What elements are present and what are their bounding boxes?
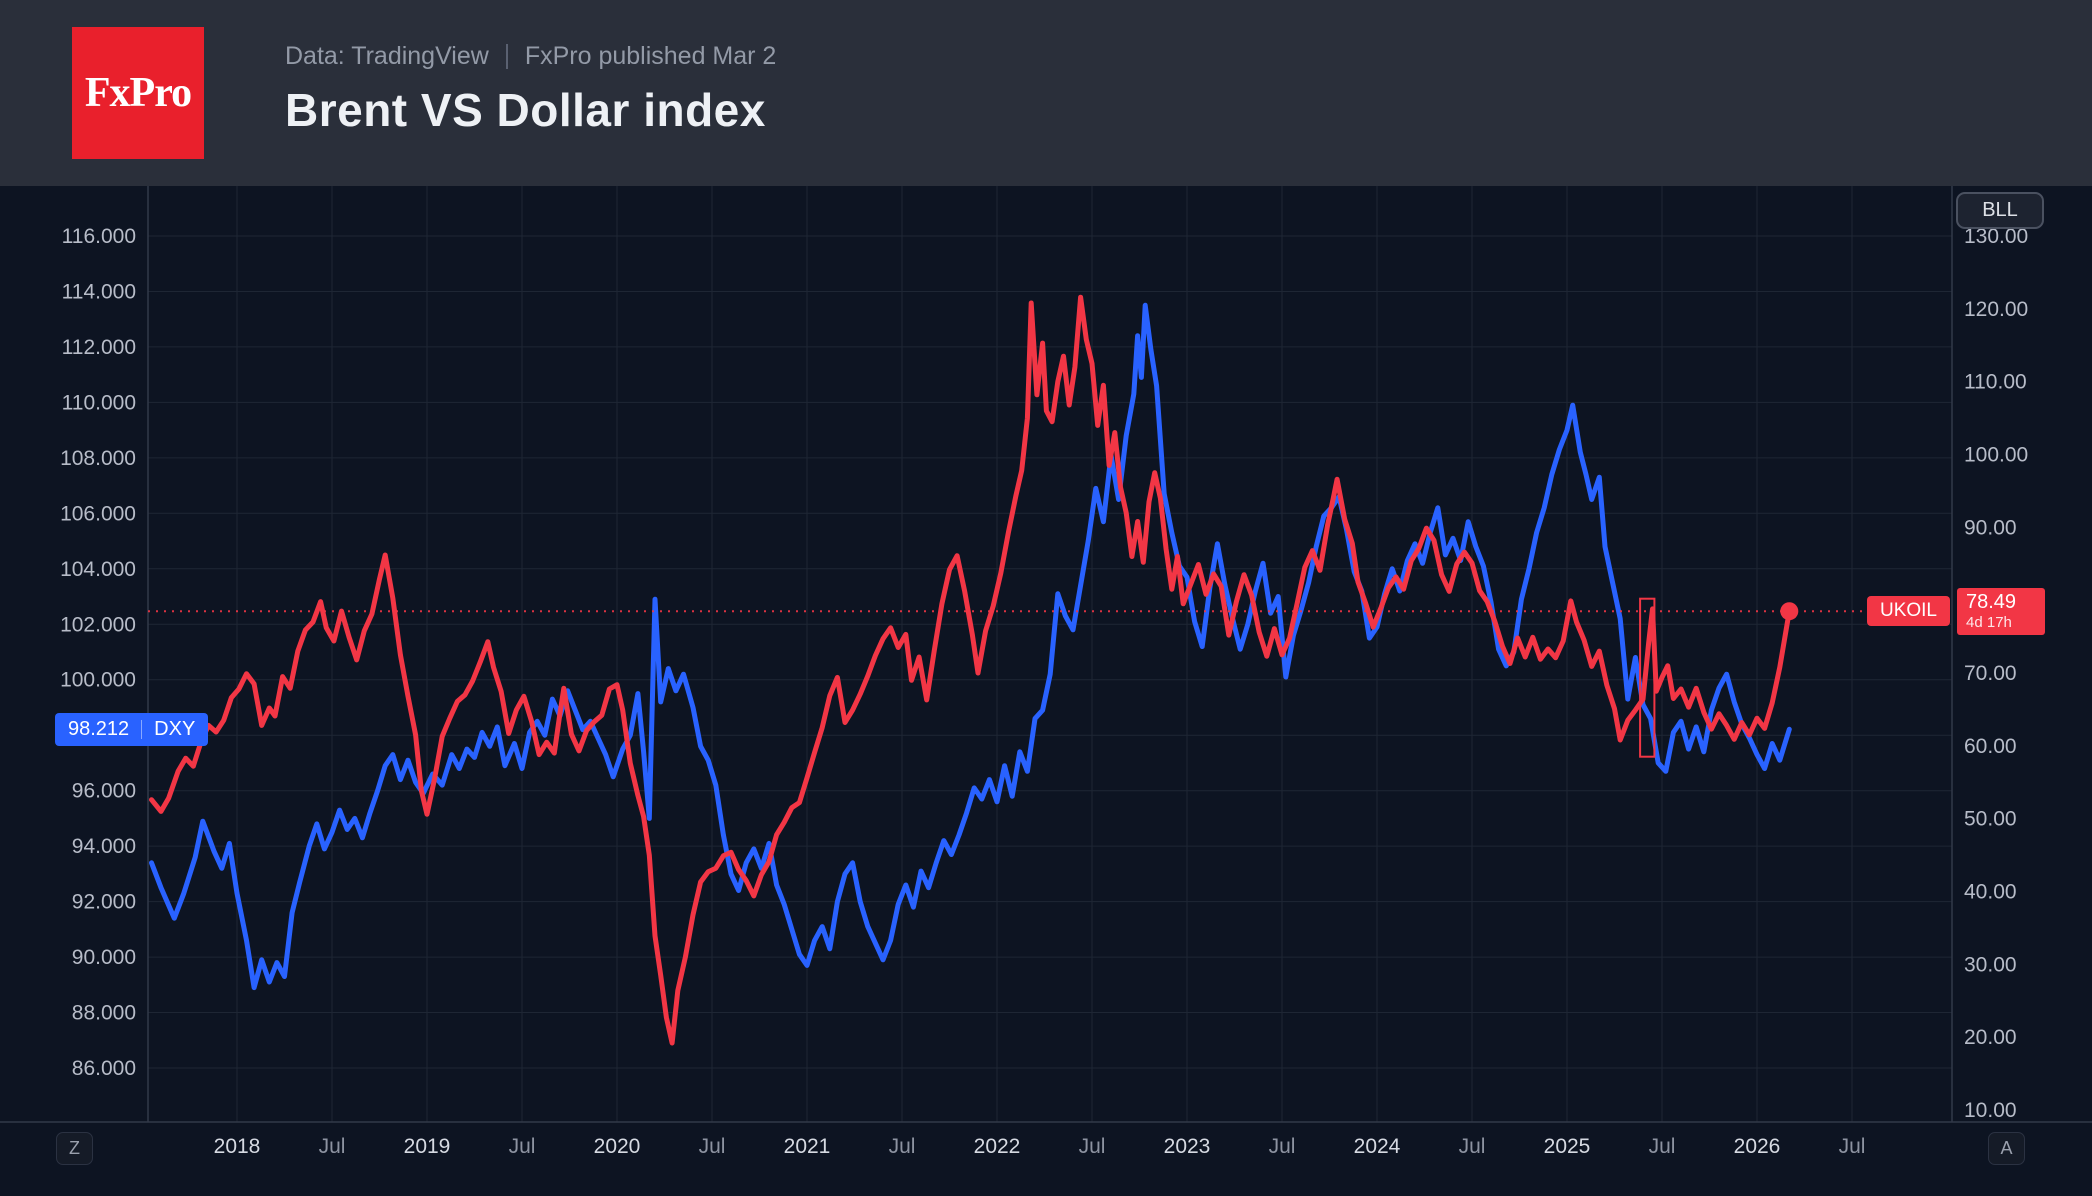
time-axis-tick-label: Jul	[1649, 1135, 1676, 1158]
dxy-label-divider	[141, 720, 143, 739]
right-axis-tick-label: 100.00	[1964, 444, 2028, 467]
time-axis-tick-label: 2024	[1354, 1135, 1401, 1158]
time-axis-tick-label: 2025	[1544, 1135, 1591, 1158]
time-axis-tick-label: Jul	[1079, 1135, 1106, 1158]
ukoil-price-label[interactable]: 78.49 4d 17h	[1957, 588, 2045, 635]
right-axis-tick-label: 50.00	[1964, 808, 2017, 831]
left-axis-tick-label: 96.000	[72, 780, 136, 803]
left-axis-tick-label: 88.000	[72, 1002, 136, 1025]
left-axis-tick-label: 100.000	[60, 669, 136, 692]
time-axis-tick-label: 2026	[1734, 1135, 1781, 1158]
time-axis-tick-label: 2020	[594, 1135, 641, 1158]
time-axis-tick-label: 2018	[214, 1135, 261, 1158]
instrument-button[interactable]: BLL	[1956, 192, 2044, 229]
left-axis-tick-label: 110.000	[62, 391, 136, 414]
dxy-price-value: 98.212	[68, 718, 130, 740]
time-axis-tick-label: Jul	[1269, 1135, 1296, 1158]
left-axis-tick-label: 92.000	[72, 891, 136, 914]
time-axis-tick-label: Jul	[319, 1135, 346, 1158]
header: FxPro Data: TradingView FxPro published …	[0, 0, 2092, 186]
right-axis-tick-label: 130.00	[1964, 225, 2028, 248]
source-line: Data: TradingView FxPro published Mar 2	[285, 42, 776, 71]
time-axis-tick-label: 2019	[404, 1135, 451, 1158]
source-separator	[505, 44, 508, 69]
left-axis-tick-label: 108.000	[60, 447, 136, 470]
auto-scale-button[interactable]: A	[1988, 1132, 2025, 1165]
fxpro-logo: FxPro	[72, 27, 204, 159]
right-axis-tick-label: 120.00	[1964, 298, 2028, 321]
header-text: Data: TradingView FxPro published Mar 2 …	[285, 42, 776, 137]
right-axis-tick-label: 70.00	[1964, 662, 2017, 685]
right-axis-tick-label: 60.00	[1964, 735, 2017, 758]
time-axis-tick-label: Jul	[1459, 1135, 1486, 1158]
page-title: Brent VS Dollar index	[285, 84, 766, 136]
time-axis-tick-label: Jul	[699, 1135, 726, 1158]
left-axis-tick-label: 102.000	[60, 613, 136, 636]
right-axis-tick-label: 30.00	[1964, 953, 2017, 976]
dxy-symbol-text: DXY	[154, 718, 196, 740]
left-axis-tick-label: 90.000	[72, 946, 136, 969]
published-text: FxPro published Mar 2	[524, 42, 777, 70]
ukoil-line	[149, 294, 1792, 1046]
ukoil-price-value: 78.49	[1966, 591, 2017, 613]
time-axis-tick-label: Jul	[509, 1135, 536, 1158]
data-source-text: Data: TradingView	[285, 42, 489, 70]
left-axis-tick-label: 112.000	[62, 336, 136, 359]
ukoil-countdown: 4d 17h	[1966, 614, 2012, 631]
fxpro-logo-text: FxPro	[84, 70, 192, 116]
time-axis-tick-label: 2021	[784, 1135, 831, 1158]
ukoil-last-price-marker	[1780, 602, 1799, 621]
left-axis-tick-label: 116.000	[62, 225, 136, 248]
ukoil-symbol-label[interactable]: UKOIL	[1866, 596, 1950, 626]
ukoil-symbol-text: UKOIL	[1879, 600, 1937, 621]
left-axis-tick-label: 86.000	[72, 1057, 136, 1080]
time-axis-tick-label: Jul	[1839, 1135, 1866, 1158]
dxy-line	[149, 302, 1792, 991]
time-axis-tick-label: 2022	[974, 1135, 1021, 1158]
timezone-button[interactable]: Z	[56, 1132, 93, 1165]
left-axis-tick-label: 114.000	[62, 281, 136, 304]
right-axis-tick-label: 10.00	[1964, 1099, 2017, 1122]
left-axis-tick-label: 94.000	[72, 835, 136, 858]
right-axis-tick-label: 40.00	[1964, 881, 2017, 904]
left-axis-tick-label: 104.000	[60, 558, 136, 581]
right-axis-tick-label: 110.00	[1964, 371, 2027, 394]
annotation-box	[1639, 597, 1656, 758]
time-axis-tick-label: Jul	[889, 1135, 916, 1158]
time-axis-tick-label: 2023	[1164, 1135, 1211, 1158]
left-axis-tick-label: 106.000	[60, 502, 136, 525]
dxy-price-label[interactable]: 98.212 DXY	[55, 713, 209, 746]
right-axis-tick-label: 20.00	[1964, 1026, 2017, 1049]
right-axis-tick-label: 90.00	[1964, 516, 2017, 539]
